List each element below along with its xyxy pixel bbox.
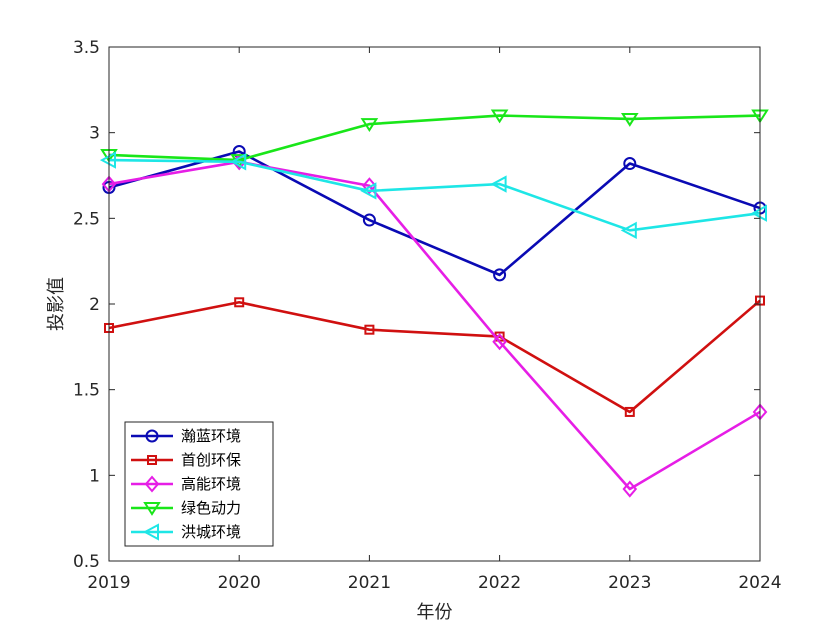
x-axis-label: 年份 [417,602,453,623]
y-tick-label: 3.5 [73,38,100,58]
legend-label: 高能环境 [181,475,241,493]
x-tick-label: 2019 [87,573,130,593]
legend-marker [144,475,160,493]
series-line [108,114,761,162]
data-point [624,406,635,417]
data-point [362,213,376,227]
y-tick-label: 1.5 [73,381,100,401]
data-point [490,109,509,124]
data-point [620,112,639,127]
legend-item: 洪城环境 [131,523,241,541]
y-tick-label: 0.5 [73,552,100,572]
data-point [360,182,377,200]
y-tick-label: 1 [89,466,100,486]
y-axis-label: 投影值 [46,277,67,331]
x-tick-label: 2024 [738,573,781,593]
data-point [360,118,379,132]
legend-item: 绿色动力 [131,499,241,517]
data-point [234,297,245,308]
series-line [108,160,761,491]
y-tick-label: 2.5 [73,209,100,229]
x-tick-label: 2021 [348,573,391,593]
legend-marker [145,429,159,443]
data-point [620,221,637,240]
series-line [108,150,761,277]
data-point [493,268,507,282]
legend-marker [142,523,159,541]
data-point [490,175,507,193]
legend-label: 首创环保 [181,451,241,469]
y-tick-label: 3 [89,124,100,144]
x-tick-label: 2022 [478,573,521,593]
y-tick-label: 2 [89,295,100,315]
legend-label: 绿色动力 [181,499,241,517]
x-tick-label: 2020 [218,573,261,593]
data-point [492,333,507,351]
series-line [108,299,761,414]
legend-marker [147,455,157,465]
data-point [230,153,247,171]
series-1 [102,145,767,282]
series-layer [99,109,769,498]
legend-label: 洪城环境 [181,523,241,541]
data-point [623,157,637,171]
data-point [362,177,377,195]
legend-item: 瀚蓝环境 [131,427,241,445]
data-point [364,324,375,335]
axes-layer: 2019 2020 2021 2022 2023 2024 0.5 1 1.5 2 2.5 3 3.5 [73,38,782,593]
legend-marker [143,502,161,516]
data-point [622,480,638,498]
legend-item: 首创环保 [131,451,241,469]
legend-item: 高能环境 [131,475,241,493]
x-tick-label: 2023 [608,573,651,593]
legend-label: 瀚蓝环境 [181,427,241,445]
series-line [108,158,761,232]
